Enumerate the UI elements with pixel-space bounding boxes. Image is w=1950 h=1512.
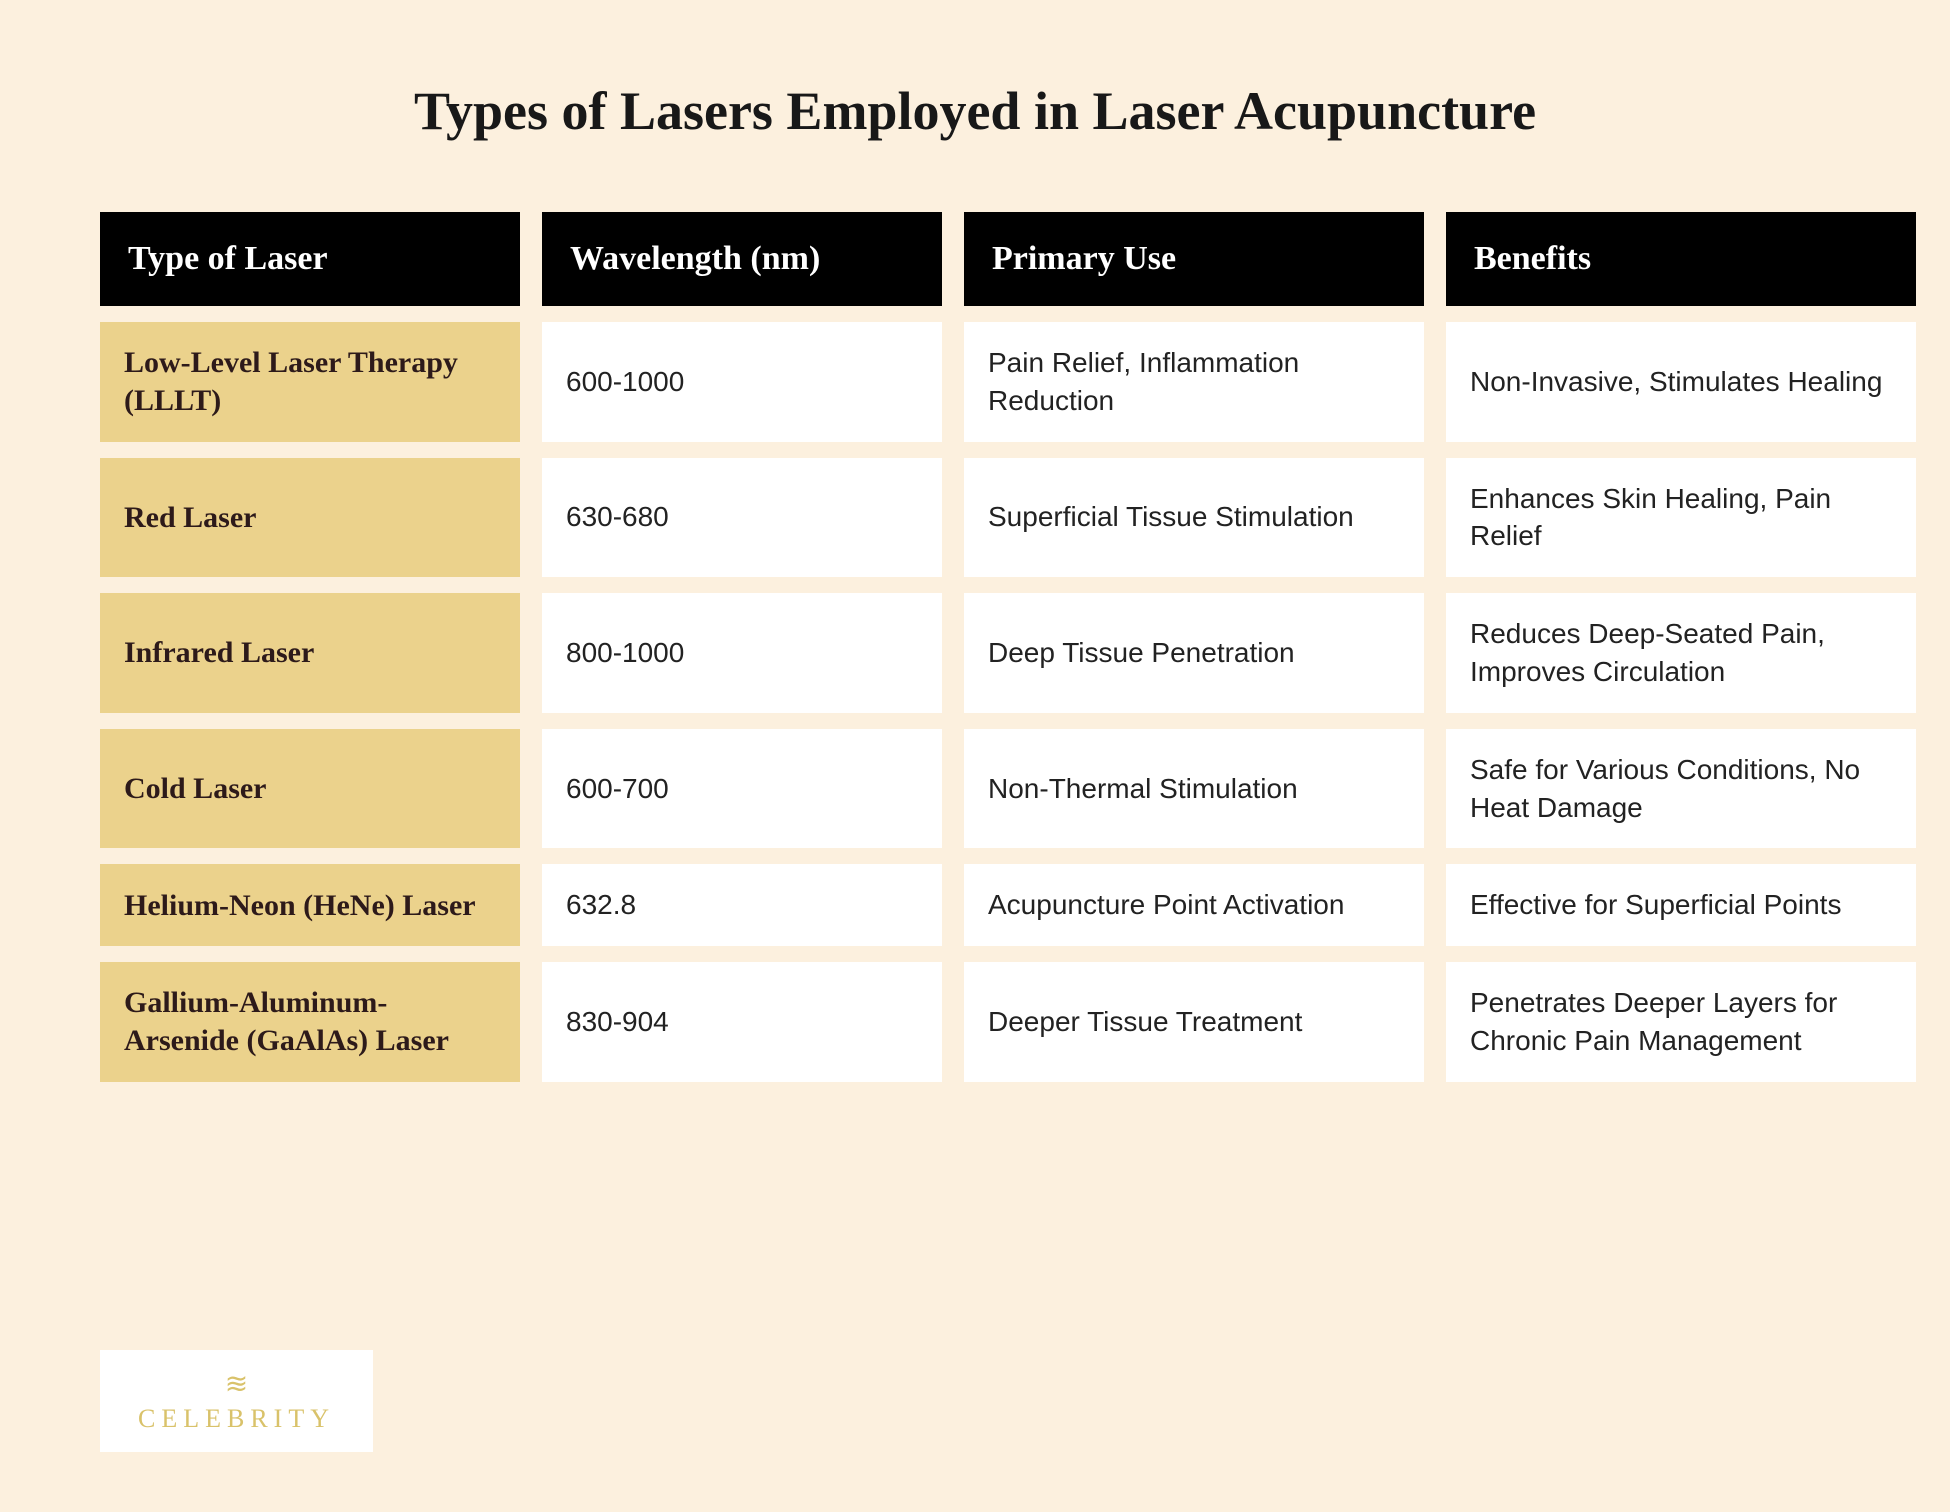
row-type: Infrared Laser (100, 593, 520, 713)
row-primary: Superficial Tissue Stimulation (964, 458, 1424, 578)
row-type: Cold Laser (100, 729, 520, 849)
logo-icon: ≋ (225, 1370, 248, 1398)
row-benefits: Penetrates Deeper Layers for Chronic Pai… (1446, 962, 1916, 1082)
row-type: Low-Level Laser Therapy (LLLT) (100, 322, 520, 442)
row-wavelength: 630-680 (542, 458, 942, 578)
row-primary: Deeper Tissue Treatment (964, 962, 1424, 1082)
col-header-type: Type of Laser (100, 212, 520, 306)
laser-table: Type of Laser Wavelength (nm) Primary Us… (100, 212, 1850, 1082)
row-benefits: Non-Invasive, Stimulates Healing (1446, 322, 1916, 442)
row-benefits: Reduces Deep-Seated Pain, Improves Circu… (1446, 593, 1916, 713)
row-wavelength: 830-904 (542, 962, 942, 1082)
col-header-benefits: Benefits (1446, 212, 1916, 306)
col-header-primary: Primary Use (964, 212, 1424, 306)
row-benefits: Safe for Various Conditions, No Heat Dam… (1446, 729, 1916, 849)
row-primary: Deep Tissue Penetration (964, 593, 1424, 713)
row-type: Helium-Neon (HeNe) Laser (100, 864, 520, 946)
row-primary: Acupuncture Point Activation (964, 864, 1424, 946)
page-title: Types of Lasers Employed in Laser Acupun… (100, 80, 1850, 142)
row-benefits: Enhances Skin Healing, Pain Relief (1446, 458, 1916, 578)
row-wavelength: 600-1000 (542, 322, 942, 442)
brand-logo: ≋ CELEBRITY (100, 1350, 373, 1452)
row-primary: Non-Thermal Stimulation (964, 729, 1424, 849)
col-header-wavelength: Wavelength (nm) (542, 212, 942, 306)
logo-text: CELEBRITY (138, 1404, 335, 1434)
row-type: Gallium-Aluminum-Arsenide (GaAlAs) Laser (100, 962, 520, 1082)
row-primary: Pain Relief, Inflammation Reduction (964, 322, 1424, 442)
row-wavelength: 800-1000 (542, 593, 942, 713)
row-benefits: Effective for Superficial Points (1446, 864, 1916, 946)
row-wavelength: 600-700 (542, 729, 942, 849)
row-type: Red Laser (100, 458, 520, 578)
row-wavelength: 632.8 (542, 864, 942, 946)
